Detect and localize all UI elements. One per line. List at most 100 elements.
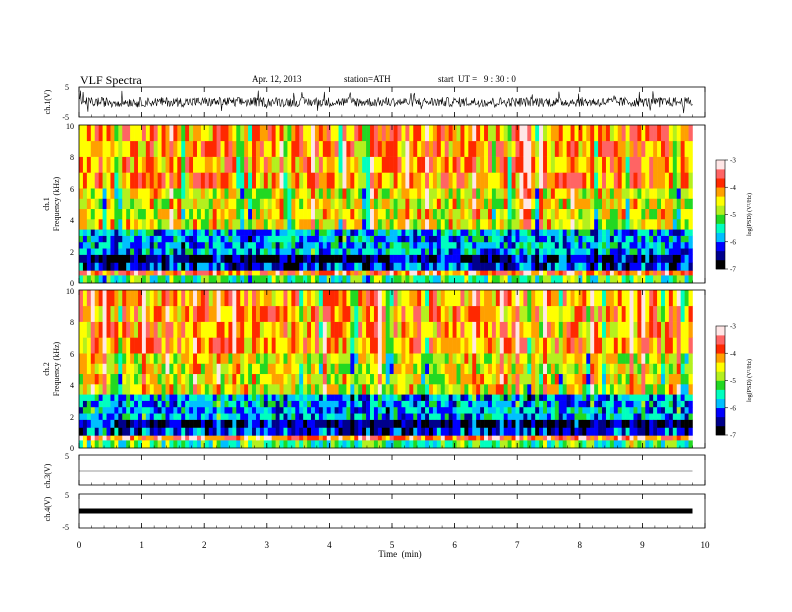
ch2-spectrogram-cell [169, 353, 174, 364]
ch2-spectrogram-cell [173, 406, 178, 414]
ch2-spectrogram-cell [590, 394, 595, 401]
ch1-spectrogram-cell [291, 241, 296, 249]
ch2-spectrogram-cell [267, 413, 272, 420]
ch2-spectrogram-cell [354, 384, 359, 395]
ch2-spectrogram-cell [193, 337, 198, 354]
ch1-spectrogram-cell [358, 140, 363, 157]
ch1-spectrogram-cell [161, 140, 166, 157]
ch2-spectrogram-cell [468, 440, 473, 449]
ch2-spectrogram-cell [570, 440, 575, 449]
ch2-spectrogram-cell [79, 290, 84, 307]
ch2-spectrogram-cell [244, 353, 249, 364]
ch1-spectrogram-cell [621, 125, 626, 142]
ch2-spectrogram-cell [613, 413, 619, 420]
ch2-spectrogram-cell [676, 363, 681, 375]
ch1-spectrogram-cell [82, 262, 88, 271]
ch1-spectrogram-cell [440, 275, 446, 284]
ch1-spectrogram-cell [110, 140, 115, 157]
ch1-spectrogram-cell [684, 156, 689, 173]
ch1-spectrogram-cell [228, 198, 233, 210]
ch1-spectrogram-cell [393, 125, 398, 142]
ch1-spectrogram-cell [110, 198, 115, 210]
ch1-spectrogram-cell [440, 125, 446, 142]
ch2-spectrogram-cell [200, 435, 206, 441]
ch2-spectrogram-cell [480, 373, 485, 385]
ch1-spectrogram-cell [82, 229, 88, 236]
ch1-spectrogram-cell [625, 241, 630, 249]
ch2-spectrogram-cell [393, 419, 398, 428]
ch1-spectrogram-cell [429, 172, 434, 189]
ch2-spectrogram-cell [169, 440, 174, 449]
ch1-spectrogram-cell [653, 270, 658, 276]
ch1-spectrogram-cell [326, 254, 331, 263]
ch1-spectrogram-cell [598, 241, 603, 249]
ch2-spectrogram-cell [495, 400, 501, 408]
ch1-spectrogram-cell [405, 241, 410, 249]
ch2-spectrogram-cell [377, 353, 383, 364]
ch2-spectrogram-cell [287, 427, 292, 436]
ch1-spectrogram-cell [326, 241, 331, 249]
ch1-spectrogram-cell [181, 219, 186, 230]
ch2-spectrogram-cell [255, 363, 261, 375]
ch1-spectrogram-cell [212, 254, 217, 263]
ch2-spectrogram-cell [633, 290, 638, 307]
ch1-spectrogram-cell [507, 125, 512, 142]
ch1-spectrogram-cell [248, 275, 253, 284]
ch1-spectrogram-cell [432, 229, 438, 236]
ch1-spectrogram-cell [228, 229, 233, 236]
ch1-spectrogram-cell [322, 262, 328, 271]
ch2-spectrogram-cell [275, 400, 280, 408]
ch1-spectrogram-cell [535, 208, 540, 220]
ch1-spectrogram-cell [637, 172, 642, 189]
ch2-spectrogram-cell [527, 419, 532, 428]
ch2-spectrogram-cell [208, 413, 213, 420]
ch1-spectrogram-cell [291, 248, 296, 255]
ch2-spectrogram-cell [216, 400, 221, 408]
ch1-spectrogram-cell [373, 219, 379, 230]
ch2-spectrogram-cell [570, 290, 575, 307]
ch2-spectrogram-cell [495, 435, 501, 441]
ch1-spectrogram-cell [590, 270, 595, 276]
ch1-spectrogram-cell [381, 140, 387, 157]
ch2-spectrogram-cell [224, 305, 229, 322]
ch1-spectrogram-cell [495, 219, 501, 230]
ch2-spectrogram-cell [621, 290, 626, 307]
ch1-spectrogram-cell [535, 254, 540, 263]
ch2-spectrogram-cell [499, 384, 505, 395]
ch2-spectrogram-cell [86, 363, 92, 375]
ch1-spectrogram-cell [350, 156, 355, 173]
ch1-spectrogram-cell [267, 198, 272, 210]
ch2-spectrogram-cell [370, 400, 375, 408]
ch1-spectrogram-cell [200, 172, 206, 189]
ch2-spectrogram-cell [523, 440, 528, 449]
ch2-spectrogram-cell [102, 435, 107, 441]
ch2-spectrogram-cell [173, 427, 178, 436]
ch2-spectrogram-cell [338, 435, 343, 441]
ch2-spectrogram-cell [354, 406, 359, 414]
ch1-spectrogram-cell [543, 275, 548, 284]
ch2-spectrogram-cell [161, 400, 166, 408]
ch1-spectrogram-cell [102, 198, 107, 210]
ch1-spectrogram-cell [98, 198, 103, 210]
ch1-spectrogram-cell [578, 140, 583, 157]
ch1-spectrogram-cell [79, 270, 84, 276]
ch2-spectrogram-cell [680, 337, 685, 354]
ch2-spectrogram-cell [550, 290, 556, 307]
ch2-spectrogram-cell [373, 337, 379, 354]
ch2-spectrogram-cell [605, 406, 611, 414]
ch1-spectrogram-cell [605, 156, 611, 173]
ch2-spectrogram-cell [157, 321, 162, 338]
ch1-spectrogram-cell [641, 241, 646, 249]
ch1-spectrogram-cell [307, 125, 312, 142]
ch1-spectrogram-cell [350, 229, 355, 236]
ch1-spectrogram-cell [558, 208, 563, 220]
ch1-spectrogram-cell [370, 241, 375, 249]
ch2-spectrogram-cell [429, 394, 434, 401]
ch1-spectrogram-cell [137, 262, 143, 271]
ch1-spectrogram-cell [464, 125, 469, 142]
ch1-spectrogram-cell [436, 198, 442, 210]
ch1-spectrogram-cell [676, 208, 681, 220]
ch1-spectrogram-cell [373, 262, 379, 271]
ch2-spectrogram-cell [311, 419, 316, 428]
ch2-spectrogram-cell [539, 419, 544, 428]
